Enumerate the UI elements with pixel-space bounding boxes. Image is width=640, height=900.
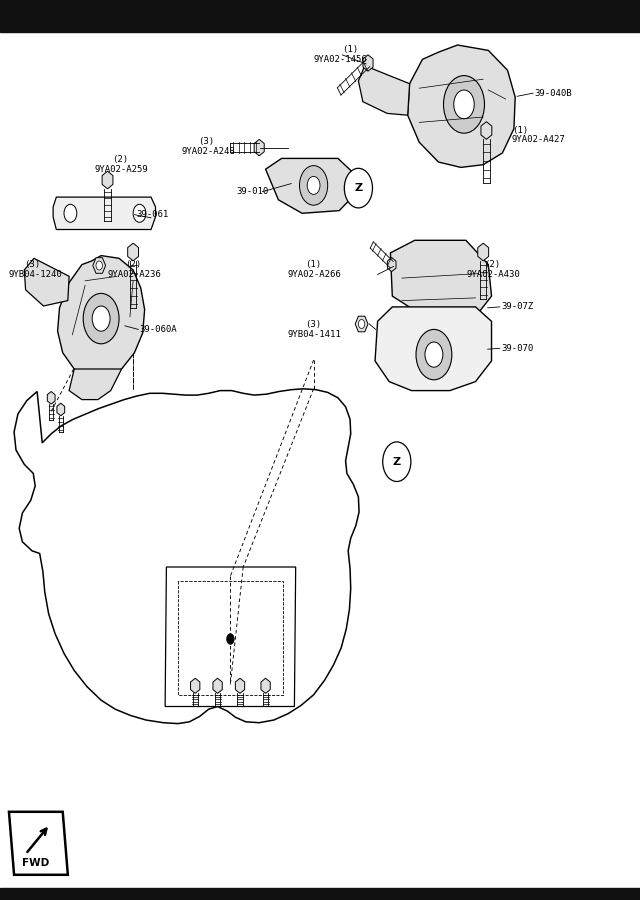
- Text: (1): (1): [305, 259, 321, 268]
- Circle shape: [307, 176, 320, 194]
- Text: 39-061: 39-061: [136, 211, 168, 220]
- Circle shape: [64, 204, 77, 222]
- Circle shape: [344, 168, 372, 208]
- Polygon shape: [355, 316, 368, 332]
- Text: 9YB04-1411: 9YB04-1411: [287, 330, 341, 339]
- Text: Z: Z: [393, 456, 401, 467]
- Text: FWD: FWD: [22, 858, 49, 868]
- Text: (2): (2): [125, 259, 141, 268]
- Polygon shape: [375, 307, 492, 391]
- Polygon shape: [363, 55, 373, 71]
- Circle shape: [383, 442, 411, 482]
- Polygon shape: [191, 679, 200, 693]
- Text: (2): (2): [112, 155, 128, 164]
- Circle shape: [425, 342, 443, 367]
- Text: 39-07Z: 39-07Z: [501, 302, 533, 311]
- Text: (3): (3): [198, 137, 214, 146]
- Text: 9YA02-A248: 9YA02-A248: [181, 147, 235, 156]
- Circle shape: [227, 634, 234, 644]
- Text: (1): (1): [342, 46, 358, 54]
- Polygon shape: [165, 567, 296, 706]
- Circle shape: [92, 306, 110, 331]
- Circle shape: [454, 90, 474, 119]
- Polygon shape: [128, 243, 138, 261]
- Text: 39-040B: 39-040B: [534, 88, 572, 97]
- Polygon shape: [254, 140, 264, 156]
- Polygon shape: [14, 389, 359, 724]
- Text: (1): (1): [512, 125, 528, 134]
- Circle shape: [133, 204, 146, 222]
- Text: (3): (3): [24, 259, 40, 268]
- Circle shape: [300, 166, 328, 205]
- Polygon shape: [408, 45, 515, 167]
- Circle shape: [83, 293, 119, 344]
- Polygon shape: [387, 257, 396, 272]
- Text: 9YA02-A266: 9YA02-A266: [287, 270, 341, 279]
- Polygon shape: [69, 369, 122, 400]
- Polygon shape: [261, 679, 270, 693]
- Text: 9YA02-1456: 9YA02-1456: [314, 56, 367, 65]
- Circle shape: [358, 320, 365, 328]
- Text: 9YA02-A427: 9YA02-A427: [512, 135, 566, 144]
- Polygon shape: [58, 256, 145, 378]
- Bar: [0, 0, 640, 32]
- Text: 39-060A: 39-060A: [140, 325, 177, 334]
- Polygon shape: [358, 66, 410, 115]
- Circle shape: [96, 261, 102, 270]
- Text: 9YA02-A259: 9YA02-A259: [95, 165, 148, 174]
- Polygon shape: [57, 403, 65, 416]
- Circle shape: [416, 329, 452, 380]
- Text: 9YA02-A430: 9YA02-A430: [467, 270, 520, 279]
- Polygon shape: [102, 171, 113, 189]
- Text: 39-010: 39-010: [237, 187, 269, 196]
- Polygon shape: [93, 257, 106, 274]
- Polygon shape: [390, 240, 492, 319]
- Polygon shape: [266, 158, 353, 213]
- Circle shape: [444, 76, 484, 133]
- Polygon shape: [478, 243, 488, 261]
- Text: 9YB04-1240: 9YB04-1240: [8, 270, 62, 279]
- Text: Z: Z: [355, 183, 362, 194]
- Text: 9YA02-A236: 9YA02-A236: [108, 270, 161, 279]
- Text: (3): (3): [305, 320, 321, 329]
- Polygon shape: [47, 392, 55, 404]
- Polygon shape: [53, 197, 156, 230]
- Polygon shape: [236, 679, 244, 693]
- Bar: [0, 888, 640, 900]
- Polygon shape: [24, 258, 69, 306]
- Polygon shape: [481, 122, 492, 140]
- Text: 39-070: 39-070: [501, 344, 533, 353]
- Text: (2): (2): [484, 259, 500, 268]
- Polygon shape: [213, 679, 222, 693]
